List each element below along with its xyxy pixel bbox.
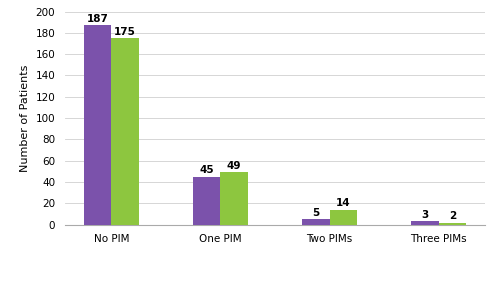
Text: 45: 45 (200, 165, 214, 175)
Text: 3: 3 (422, 210, 428, 220)
Bar (438, 223, 466, 225)
Bar (84, 25, 112, 225)
Text: 2: 2 (448, 211, 456, 221)
Text: 49: 49 (227, 161, 242, 171)
Text: 5: 5 (312, 208, 320, 218)
Bar (193, 177, 220, 225)
Y-axis label: Number of Patients: Number of Patients (20, 65, 30, 172)
Bar (220, 173, 248, 225)
Bar (302, 219, 330, 225)
Text: 14: 14 (336, 198, 350, 208)
Text: 175: 175 (114, 26, 136, 37)
Bar (330, 210, 357, 225)
Bar (412, 221, 438, 225)
Text: 187: 187 (87, 14, 108, 24)
Bar (112, 38, 138, 225)
